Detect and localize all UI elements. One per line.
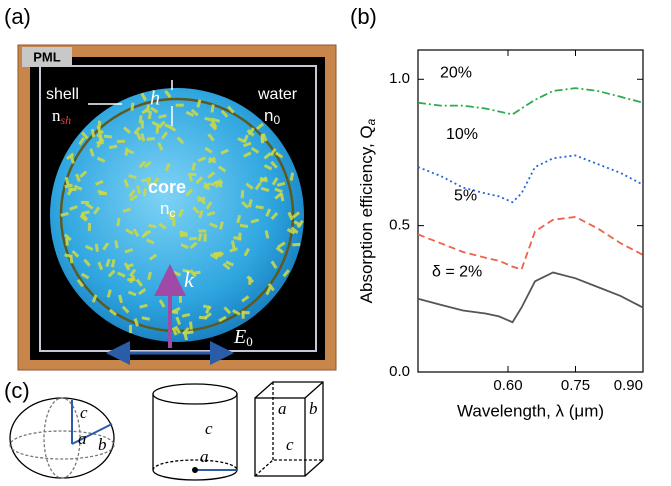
particle [215,181,223,184]
water-label: water [257,86,298,103]
figure: (a) PML shell nsh h water n0 core nc k E… [0,0,671,486]
axis-label: a [200,447,209,466]
particle [117,140,125,143]
chart: 0.0 0.5 1.0 0.60 0.75 0.90 Wavelength, λ (μm) A… [357,50,643,420]
axis-label: b [98,435,107,454]
y-tick-label: 0.5 [389,217,410,234]
y-axis-label-sub: a [364,118,378,125]
particle [88,223,91,231]
particle [176,104,184,107]
particle [198,229,206,232]
axis-label: c [80,403,88,422]
axis-label: c [205,419,213,438]
x-axis-label: Wavelength, λ (μm) [457,401,604,420]
particle [261,135,264,143]
pml-label: PML [33,49,61,64]
series-line [418,88,643,114]
panel-label: (c) [4,378,30,403]
particle [179,295,182,303]
panel-label: (a) [4,4,31,29]
y-axis-label: Absorption efficiency, Qa [357,118,378,303]
particle [81,201,89,204]
series-label: δ = 2% [432,263,482,280]
core-label: core [148,177,186,197]
h-label: h [150,88,160,110]
particle [129,325,132,333]
axis-label: a [78,429,87,448]
particle [65,237,68,245]
panel-label: (b) [350,4,377,29]
particle [242,311,245,319]
particle [292,243,300,247]
x-tick-label: 0.75 [561,377,590,394]
axis-label: c [286,435,294,454]
shapes [10,382,323,480]
series-label: 5% [454,187,477,204]
series-label: 10% [446,126,478,143]
axis-label: a [278,399,287,418]
series-label: 20% [440,64,472,81]
axis-label: b [309,399,318,418]
y-axis-label-text: Absorption efficiency, Q [357,125,376,303]
x-tick-label: 0.90 [614,377,643,394]
particle [203,234,206,242]
y-tick-label: 0.0 [389,363,410,380]
particle [189,237,197,241]
particle [141,120,144,128]
center-dot [192,467,198,473]
x-tick-label: 0.60 [493,377,522,394]
series-line [418,155,643,202]
plot-frame [418,50,643,372]
shell-label: shell [46,86,79,103]
y-tick-label: 1.0 [389,70,410,87]
k-label: k [184,267,195,292]
series-line [418,217,643,270]
